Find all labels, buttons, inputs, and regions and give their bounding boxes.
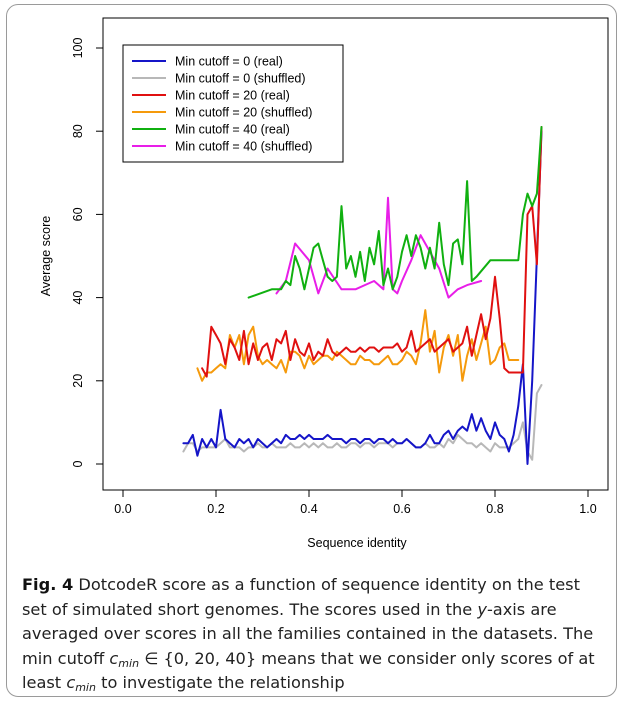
legend-label-5: Min cutoff = 40 (shuffled) (175, 140, 312, 154)
y-tick-label-5: 100 (71, 38, 85, 59)
legend-label-3: Min cutoff = 20 (shuffled) (175, 106, 312, 120)
line-chart: 0.0 0.2 0.4 0.6 0.8 1.0 0 20 40 60 80 100 Sequence… (39, 17, 609, 550)
series-line-4 (247, 126, 543, 299)
caption-cmin-symbol-2: c (66, 673, 76, 692)
x-axis-label: Sequence identity (307, 536, 407, 550)
caption-text-2: -axis are averaged over scores in all th… (22, 599, 594, 668)
legend-box (122, 44, 344, 163)
legend-label-2: Min cutoff = 20 (real) (175, 89, 290, 103)
legend: Min cutoff = 0 (real) Min cutoff = 0 (shu… (122, 44, 344, 163)
series-line-5 (275, 196, 483, 299)
y-axis: 0 20 40 60 80 100 (71, 38, 104, 467)
x-tick-label-3: 0.6 (393, 502, 410, 516)
legend-label-4: Min cutoff = 40 (real) (175, 123, 290, 137)
y-axis-label: Average score (39, 216, 53, 296)
caption-text-3: ∈ {0, 20, 40} means that we consider onl… (22, 648, 595, 693)
x-tick-label-1: 0.2 (207, 502, 224, 516)
series-layer (182, 126, 543, 465)
legend-label-0: Min cutoff = 0 (real) (175, 55, 283, 69)
caption-cmin-subscript: min (118, 656, 140, 670)
legend-label-1: Min cutoff = 0 (shuffled) (175, 72, 306, 86)
caption-axis-variable: y (477, 599, 487, 619)
y-tick-label-1: 20 (71, 374, 85, 388)
series-line-0 (182, 130, 543, 465)
series-line-3 (196, 309, 520, 382)
x-axis: 0.0 0.2 0.4 0.6 0.8 1.0 (114, 489, 597, 516)
x-tick-label-0: 0.0 (114, 502, 131, 516)
series-line-2 (201, 126, 543, 378)
series-line-1 (182, 384, 543, 461)
y-tick-label-2: 40 (71, 291, 85, 305)
caption-cmin-subscript-2: min (75, 681, 96, 694)
x-tick-label-2: 0.4 (300, 502, 317, 516)
x-tick-label-4: 0.8 (486, 502, 503, 516)
figure-caption: Fig. 4 DotcodeR score as a function of s… (22, 573, 602, 696)
y-tick-label-3: 60 (71, 207, 85, 221)
y-tick-label-4: 80 (71, 124, 85, 138)
caption-text-4: to investigate the relationship (95, 673, 345, 692)
caption-text-1: DotcodeR score as a function of sequence… (22, 575, 580, 619)
caption-cmin-symbol: c (109, 648, 119, 668)
x-tick-label-5: 1.0 (579, 502, 596, 516)
figure-label: Fig. 4 (22, 575, 74, 594)
y-tick-label-0: 0 (71, 460, 85, 467)
